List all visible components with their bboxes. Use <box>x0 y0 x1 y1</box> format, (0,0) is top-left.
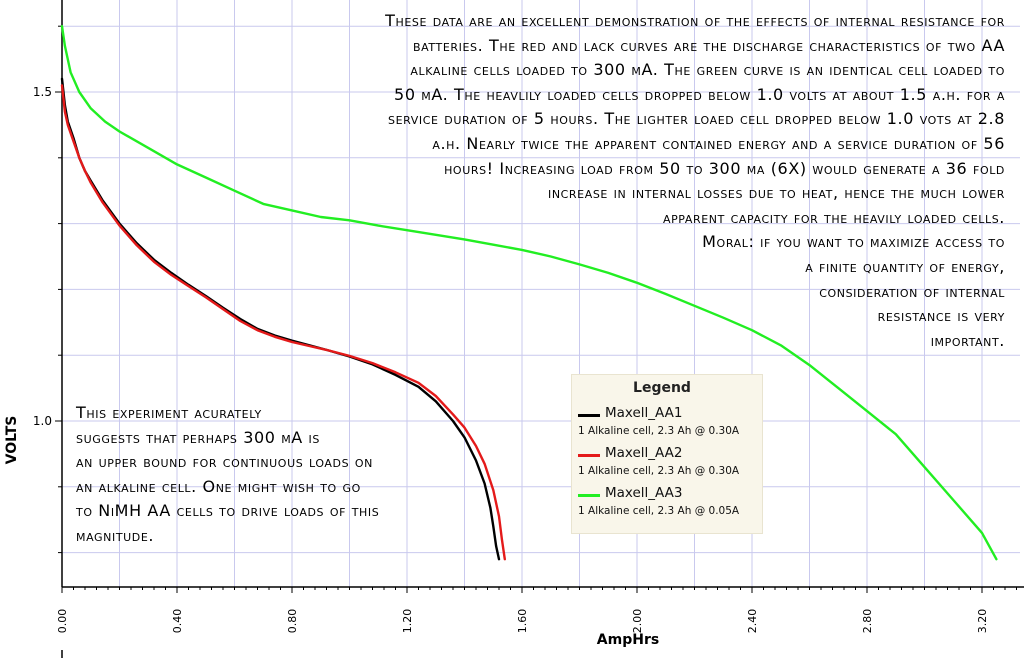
annotation-main-line: consideration of internal <box>819 281 1005 301</box>
series-line-maxell-aa2 <box>60 84 506 561</box>
legend-desc-aa3: 1 Alkaline cell, 2.3 Ah @ 0.05A <box>578 505 740 517</box>
x-tick-label: 3.20 <box>976 609 989 634</box>
x-tick-label: 0.40 <box>171 609 184 634</box>
series-lines <box>60 25 998 561</box>
annotation-main-line: These data are an excellent demonstratio… <box>385 11 1005 30</box>
x-tick-label: 2.00 <box>631 609 644 634</box>
legend: Legend Maxell_AA1 1 Alkaline cell, 2.3 A… <box>571 374 763 534</box>
annotation-left-line: magnitude. <box>76 525 155 545</box>
series-line-maxell-aa3 <box>60 25 998 561</box>
legend-label-aa3: Maxell_AA3 <box>605 485 683 501</box>
axis-labels: 0.00 0.40 0.80 1.20 1.60 2.00 2.40 2.80 3.20 1.0 1… <box>4 85 989 648</box>
axes <box>55 0 1024 658</box>
annotation-main-line: apparent capacity for the heavily loaded… <box>662 207 1005 227</box>
legend-desc-aa1: 1 Alkaline cell, 2.3 Ah @ 0.30A <box>578 425 740 437</box>
annotation-left-line: suggests that perhaps 300 mA is <box>76 427 320 447</box>
x-tick-label: 0.00 <box>56 609 69 634</box>
legend-swatch-aa1 <box>578 414 600 417</box>
annotation-main: These data are an excellent demonstratio… <box>100 9 1005 353</box>
legend-item-aa1: Maxell_AA1 1 Alkaline cell, 2.3 Ah @ 0.3… <box>577 403 761 441</box>
x-tick-label: 1.60 <box>516 609 529 634</box>
annotation-main-line: 50 mA. The heavlily loaded cells dropped… <box>394 84 1005 104</box>
annotation-left-line: an alkaline cell. One might wish to go <box>76 476 361 496</box>
legend-swatch-aa2 <box>578 454 600 457</box>
legend-title: Legend <box>633 380 691 396</box>
annotation-left: This experiment acurately suggests that p… <box>76 401 496 549</box>
annotation-main-line: hours! Increasing load from 50 to 300 ma… <box>444 158 1005 178</box>
x-axis-label: AmpHrs <box>597 632 659 648</box>
legend-item-aa2: Maxell_AA2 1 Alkaline cell, 2.3 Ah @ 0.3… <box>577 443 761 481</box>
x-tick-label: 1.20 <box>401 609 414 634</box>
annotation-main-line: alkaline cells loaded to 300 mA. The gre… <box>410 60 1005 80</box>
x-tick-label: 2.40 <box>746 609 759 634</box>
grid <box>62 0 1020 587</box>
annotation-main-line: resistance is very <box>877 306 1005 326</box>
legend-label-aa2: Maxell_AA2 <box>605 445 683 461</box>
legend-item-aa3: Maxell_AA3 1 Alkaline cell, 2.3 Ah @ 0.0… <box>577 483 761 521</box>
x-tick-label: 0.80 <box>286 609 299 634</box>
y-axis-label: VOLTS <box>4 416 20 465</box>
annotation-main-line: increase in internal losses due to heat,… <box>547 183 1005 203</box>
y-tick-label: 1.0 <box>33 414 52 428</box>
legend-desc-aa2: 1 Alkaline cell, 2.3 Ah @ 0.30A <box>578 465 740 477</box>
legend-label-aa1: Maxell_AA1 <box>605 405 683 421</box>
y-tick-label: 1.5 <box>33 85 52 99</box>
annotation-left-line: This experiment acurately <box>76 403 262 422</box>
x-tick-label: 2.80 <box>861 609 874 634</box>
annotation-main-line: a.h. Nearly twice the apparent contained… <box>432 133 1005 153</box>
annotation-main-line: service duration of 5 hours. The lighter… <box>388 109 1005 129</box>
annotation-main-line: a finite quantity of energy, <box>805 256 1005 276</box>
annotation-left-line: to NiMH AA cells to drive loads of this <box>76 501 380 521</box>
annotation-main-line: important. <box>930 330 1005 350</box>
annotation-main-line: batteries. The red and lack curves are t… <box>412 35 1005 55</box>
annotation-left-line: an upper bound for continuous loads on <box>76 452 373 472</box>
legend-swatch-aa3 <box>578 494 600 497</box>
annotation-main-line: Moral: if you want to maximize access to <box>702 232 1005 252</box>
